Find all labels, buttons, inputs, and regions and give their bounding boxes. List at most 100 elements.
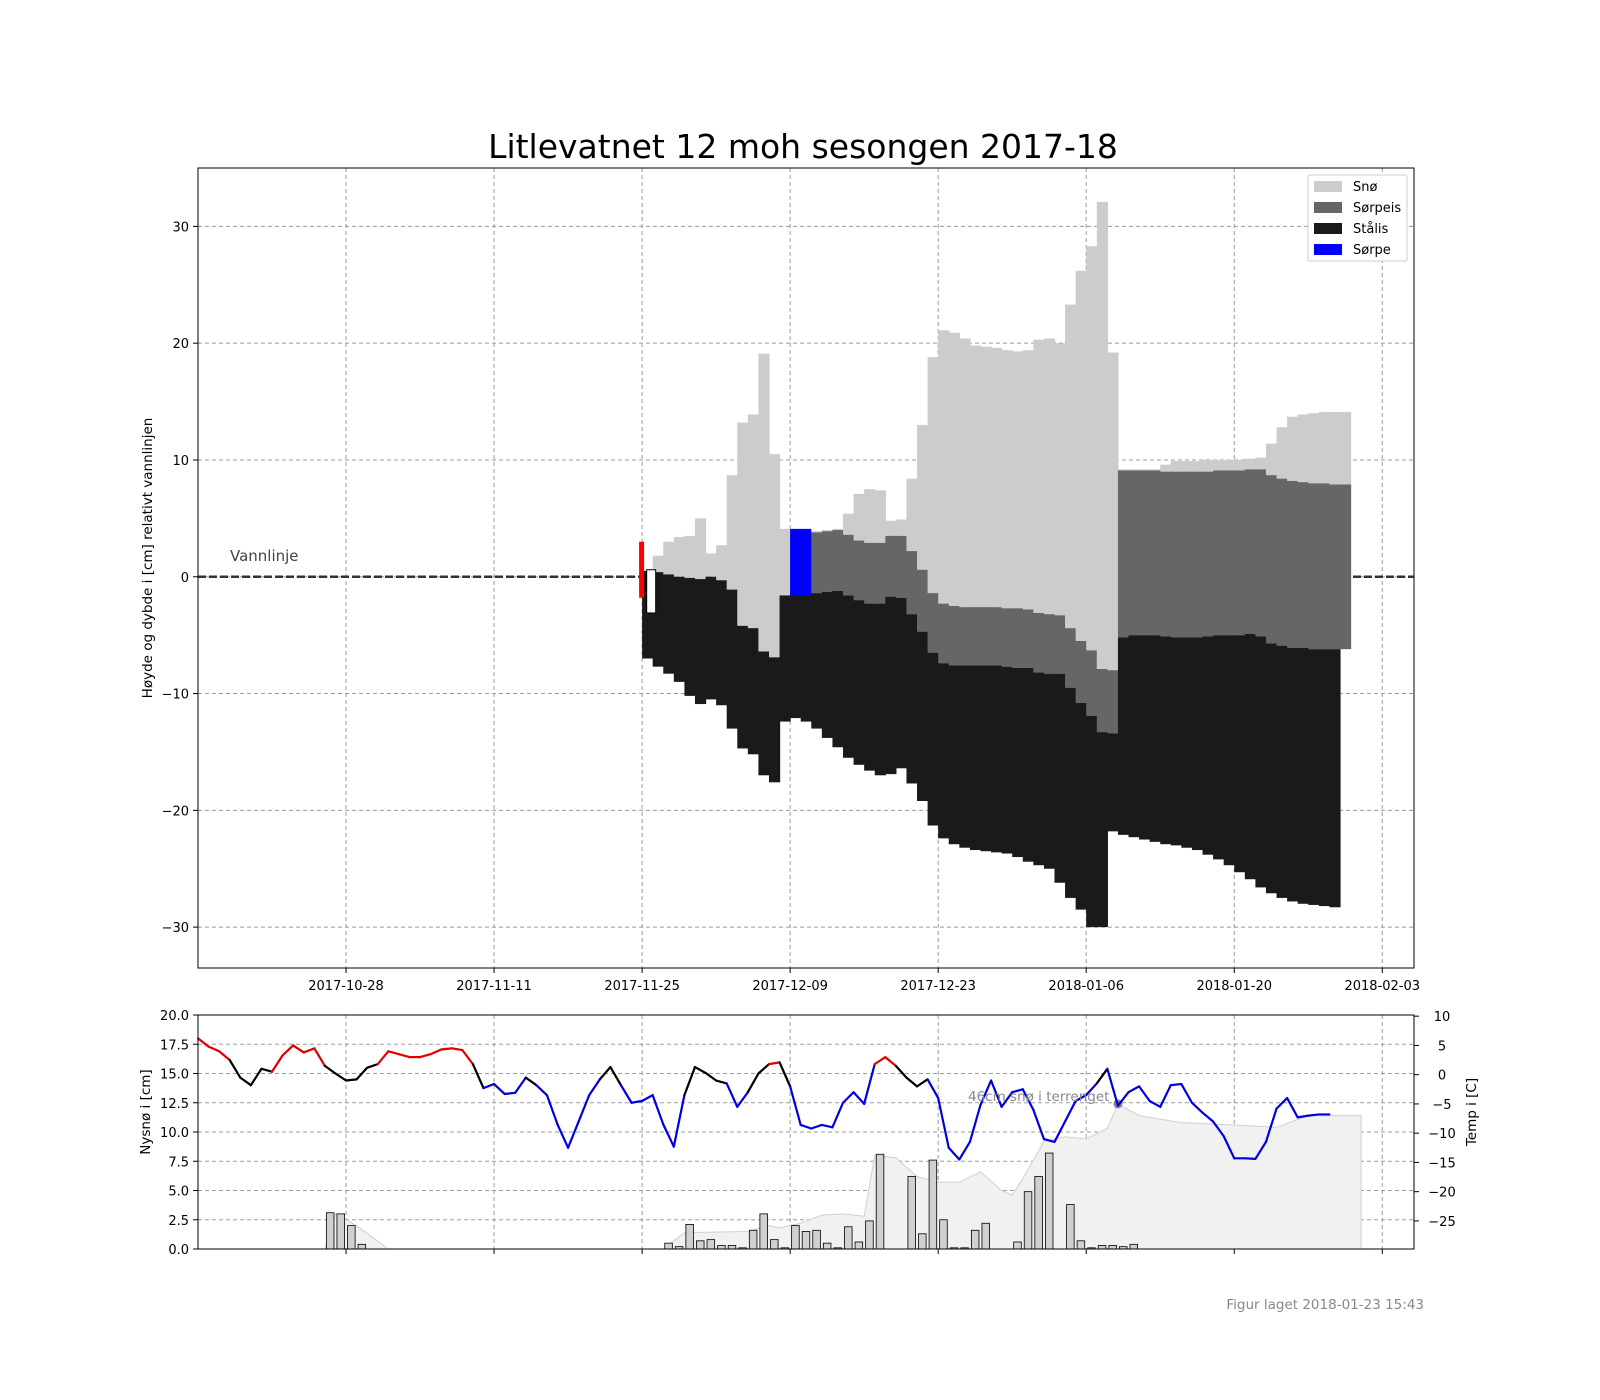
terrain-snow-area [324, 1099, 1362, 1250]
bottom-y2-tick-label: −5 [1432, 1098, 1451, 1113]
sorpeis-bar [864, 542, 876, 604]
temperature-segment [778, 1061, 792, 1088]
sorpeis-bar [1043, 614, 1056, 674]
temperature-segment [1243, 1157, 1257, 1161]
temperature-segment [1222, 1134, 1236, 1160]
legend-label-stalis: Stålis [1353, 222, 1389, 237]
temperature-segment [863, 1063, 876, 1106]
ice-snow-chart: 2017-10-28 2017-11-11 2017-11-25 2017-12-09… [140, 167, 1420, 994]
sorpeis-bar [1107, 670, 1119, 734]
sorpeis-bar [1234, 470, 1246, 636]
new-snow-bar [854, 1241, 864, 1250]
sorpeis-bar [1160, 471, 1172, 637]
snow-bar [959, 338, 971, 608]
stalis-bar [1054, 673, 1066, 883]
new-snow-bar [939, 1219, 948, 1250]
temperature-segment [1159, 1084, 1172, 1108]
top-y-tick-label: 0 [181, 571, 189, 586]
bottom-y-tick-label: 0.0 [168, 1243, 189, 1258]
new-snow-bar [1023, 1191, 1033, 1250]
sorpeis-bar [1139, 470, 1151, 636]
snow-bar [1213, 459, 1225, 471]
new-snow-bar [696, 1240, 705, 1250]
temperature-segment [630, 1099, 644, 1104]
snow-bar [1012, 351, 1024, 609]
sorpeis-bar [1202, 471, 1214, 637]
sorpeis-bar [811, 532, 823, 594]
temperature-segment [1042, 1137, 1056, 1144]
snow-bar [1160, 464, 1172, 472]
bottom-y-tick-label: 20.0 [160, 1009, 189, 1024]
temperature-segment [746, 1072, 760, 1094]
temperature-segment [566, 1120, 580, 1149]
legend-box [1307, 174, 1408, 262]
stalis-bar [642, 570, 654, 659]
temperature-segment [1286, 1096, 1299, 1119]
temperature-segment [958, 1140, 971, 1161]
new-snow-bar [801, 1231, 811, 1250]
temperature-segment [207, 1045, 221, 1053]
sorpeis-bar [1213, 470, 1225, 636]
temperature-segment [397, 1053, 411, 1059]
stalis-bar [779, 595, 791, 722]
temperature-segment [503, 1091, 517, 1096]
temperature-segment [683, 1065, 697, 1097]
sorpeis-bar [1012, 608, 1024, 668]
snow-bar [1107, 352, 1119, 671]
sorpeis-bar [1276, 478, 1288, 646]
stalis-bar [673, 576, 685, 682]
sorpeis-bar [1339, 484, 1352, 650]
snow-bar [821, 530, 834, 532]
sorpeis-bar [1255, 469, 1267, 637]
sorpeis-bar [1117, 470, 1130, 638]
snow-bar [1065, 304, 1077, 629]
top-y-tick-label: −30 [162, 921, 189, 936]
new-snow-bar [1076, 1240, 1086, 1250]
sorpeis-bar [832, 530, 844, 591]
stalis-bar [737, 625, 749, 749]
stalis-bar [1022, 667, 1034, 862]
snow-bar [1308, 413, 1320, 484]
temperature-segment [619, 1084, 633, 1104]
stalis-bar [895, 597, 908, 769]
legend-swatch-sno [1314, 181, 1342, 192]
temperature-segment [905, 1076, 919, 1088]
temperature-segment [915, 1078, 929, 1088]
temperature-segment [1264, 1107, 1278, 1144]
temperature-segment [1085, 1082, 1098, 1097]
temperature-segment [725, 1082, 739, 1108]
top-y-axis-label: Høyde og dybde i [cm] relativt vannlinje… [140, 418, 156, 699]
stalis-bar [1244, 633, 1256, 880]
temperature-segment [366, 1063, 379, 1069]
snow-bar [874, 490, 886, 543]
new-snow-temperature-chart: 0.0 2.5 5.0 7.5 10.0 12.5 15.0 17.5 20.0 10 5 0 −5 −1… [138, 1009, 1480, 1258]
sorpeis-bar [1001, 608, 1013, 667]
top-x-tick-label: 2017-10-28 [308, 979, 384, 994]
sorpeis-bar [1308, 483, 1320, 650]
new-snow-bar [918, 1233, 927, 1250]
snow-bar [779, 528, 791, 596]
temperature-segment [376, 1050, 390, 1066]
new-snow-bar [748, 1229, 758, 1250]
sorpeis-bar [1318, 483, 1331, 650]
bottom-axes: 0.0 2.5 5.0 7.5 10.0 12.5 15.0 17.5 20.0 10 5 0 −5 −1… [160, 1009, 1456, 1258]
new-snow-bar [727, 1245, 737, 1250]
stalis-bar [1265, 643, 1278, 894]
snow-bar [1297, 414, 1309, 483]
new-snow-bar [717, 1245, 726, 1250]
stalis-bar [1329, 649, 1341, 908]
stalis-bar [1043, 673, 1056, 869]
legend-label-sorpe: Sørpe [1353, 243, 1391, 258]
sorpeis-bar [1297, 482, 1309, 648]
stalis-bar [1318, 649, 1331, 907]
snow-bar [927, 357, 939, 594]
legend-label-sorpeis: Sørpeis [1353, 201, 1401, 216]
temperature-segment [947, 1146, 961, 1161]
temperature-segment [852, 1091, 866, 1106]
sorpeis-bar [1244, 469, 1256, 634]
temperature-segment [482, 1082, 496, 1090]
temperature-segment [884, 1056, 897, 1067]
snow-bar [969, 345, 982, 608]
temperature-segment [1169, 1082, 1183, 1087]
